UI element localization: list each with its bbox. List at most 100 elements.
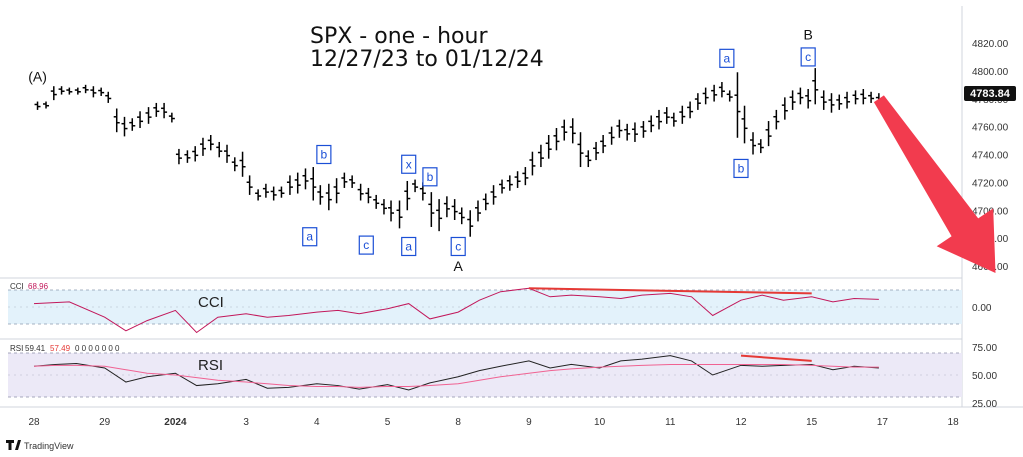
price-bar — [537, 144, 544, 168]
cci-divergence-line — [528, 287, 812, 295]
rsi-divergence-line — [740, 354, 812, 362]
price-bar — [648, 115, 655, 133]
rsi-ma-line — [33, 363, 879, 388]
chart-title-line2: 12/27/23 to 01/12/24 — [310, 47, 544, 72]
wave-label-text: a — [724, 51, 731, 65]
cci-pane: CCI CCI 68.96 0.00 — [8, 282, 992, 325]
price-bar — [750, 132, 757, 155]
time-tick-label: 29 — [99, 417, 111, 428]
time-tick-label: 3 — [243, 417, 249, 428]
wave-label-text: b — [427, 170, 434, 184]
time-tick-label: 9 — [526, 417, 532, 428]
time-tick-label: 15 — [806, 417, 818, 428]
price-bar — [577, 132, 584, 168]
price-bar — [711, 84, 718, 102]
price-bar — [373, 194, 380, 209]
price-bar — [333, 178, 340, 204]
time-tick-label: 2024 — [164, 417, 187, 428]
price-bar — [121, 116, 128, 137]
price-bar — [522, 167, 529, 186]
price-bar — [458, 207, 465, 225]
price-bar — [467, 210, 474, 237]
price-bar — [608, 126, 615, 145]
divergence-lines — [528, 287, 812, 362]
price-bar — [773, 109, 780, 130]
time-tick-label: 5 — [385, 417, 391, 428]
rsi-legend-value-2: 57.49 — [50, 344, 71, 353]
price-bar — [569, 118, 576, 144]
projection-arrow-shape — [873, 95, 996, 274]
price-bar — [694, 93, 701, 110]
price-bar — [82, 84, 89, 94]
chart-title-line1: SPX - one - hour — [310, 24, 488, 49]
price-bars — [34, 68, 882, 237]
price-bar — [199, 137, 206, 156]
wave-label-text: c — [455, 239, 461, 253]
tradingview-logo: TradingView — [6, 440, 74, 451]
price-bar — [66, 87, 73, 95]
price-bar — [741, 105, 748, 144]
price-bar — [545, 134, 552, 159]
price-bar — [380, 199, 387, 215]
projection-arrow — [873, 95, 996, 274]
price-bar — [310, 167, 317, 201]
price-bar — [553, 128, 560, 151]
wave-label-text: A — [454, 258, 464, 274]
price-bar — [246, 175, 253, 195]
price-bar — [474, 200, 481, 222]
price-bar — [349, 175, 356, 188]
price-bar — [224, 144, 231, 163]
wave-label-box — [450, 236, 466, 257]
price-bar — [593, 141, 600, 161]
time-tick-label: 8 — [455, 417, 461, 428]
price-bar — [600, 134, 607, 154]
price-bar — [734, 72, 741, 138]
price-bar — [702, 87, 709, 105]
price-bar — [757, 139, 764, 154]
price-bar — [451, 199, 458, 221]
rsi-line — [33, 355, 879, 391]
price-bar — [506, 175, 513, 191]
cci-legend-value: 68.96 — [28, 282, 49, 291]
price-bar — [781, 97, 788, 120]
price-bar — [624, 123, 631, 141]
price-bar — [137, 111, 144, 129]
wave-label-box — [401, 154, 417, 174]
wave-label-box — [401, 236, 417, 257]
last-price-label: 4783.84 — [970, 88, 1011, 100]
price-bar — [113, 108, 120, 133]
price-bar — [302, 168, 309, 190]
price-bar — [255, 189, 262, 201]
price-tick-label: 4720.00 — [972, 178, 1009, 189]
price-bar — [43, 101, 50, 109]
price-bar — [34, 101, 41, 110]
wave-label-text: c — [805, 50, 811, 64]
price-bar — [341, 172, 348, 188]
price-bar — [357, 183, 364, 201]
price-bar — [663, 107, 670, 124]
cci-line — [33, 287, 879, 334]
wave-label-box — [719, 48, 735, 68]
wave-label-box — [316, 144, 332, 165]
price-bar — [687, 101, 694, 119]
price-bar — [820, 90, 827, 110]
price-bar — [216, 141, 223, 158]
price-bar — [365, 187, 372, 204]
price-bar — [58, 86, 65, 95]
rsi-legend-value: 59.41 — [25, 344, 46, 353]
price-bar — [231, 157, 238, 172]
price-bar — [443, 196, 450, 218]
price-bar — [153, 102, 160, 117]
price-bar — [278, 186, 285, 198]
wave-label-text: b — [321, 148, 328, 162]
cci-legend: CCI — [10, 282, 24, 291]
price-bar — [168, 112, 175, 123]
wave-label-box — [302, 227, 318, 247]
price-bar — [640, 121, 647, 138]
price-bar — [868, 91, 875, 103]
time-tick-label: 18 — [948, 417, 960, 428]
rsi-axis-tick-50: 50.00 — [972, 371, 997, 382]
time-tick-label: 10 — [594, 417, 606, 428]
price-bar — [239, 151, 246, 177]
